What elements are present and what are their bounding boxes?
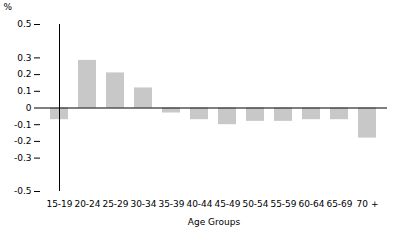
- svg-text:-0.5: -0.5: [14, 186, 32, 196]
- svg-text:-0.3: -0.3: [14, 153, 32, 163]
- svg-text:30-34: 30-34: [130, 199, 156, 209]
- svg-text:0.1: 0.1: [17, 86, 31, 96]
- svg-text:0.2: 0.2: [17, 69, 31, 79]
- svg-text:0.5: 0.5: [17, 19, 31, 29]
- svg-text:Age Groups: Age Groups: [188, 217, 241, 227]
- svg-text:0: 0: [26, 103, 32, 113]
- svg-text:25-29: 25-29: [102, 199, 128, 209]
- svg-text:-0.1: -0.1: [14, 120, 32, 130]
- svg-text:15-19: 15-19: [46, 199, 72, 209]
- svg-text:40-44: 40-44: [186, 199, 212, 209]
- svg-text:45-49: 45-49: [214, 199, 240, 209]
- svg-text:0.3: 0.3: [17, 53, 31, 63]
- svg-text:65-69: 65-69: [326, 199, 352, 209]
- svg-text:60-64: 60-64: [298, 199, 324, 209]
- svg-text:35-39: 35-39: [158, 199, 184, 209]
- svg-text:%: %: [4, 2, 13, 12]
- svg-text:55-59: 55-59: [270, 199, 296, 209]
- svg-text:70 +: 70 +: [357, 199, 379, 209]
- svg-text:50-54: 50-54: [242, 199, 268, 209]
- svg-text:-0.2: -0.2: [14, 136, 32, 146]
- svg-text:20-24: 20-24: [74, 199, 100, 209]
